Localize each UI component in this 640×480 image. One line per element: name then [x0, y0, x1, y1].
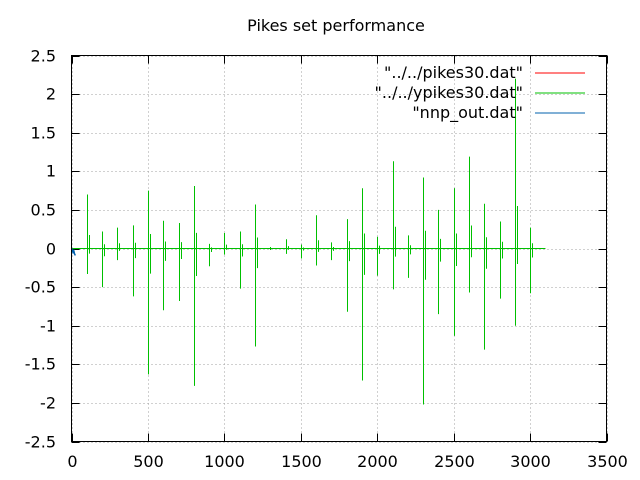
x-tick-label: 1000 — [204, 452, 245, 471]
y-tick-label: -1.5 — [25, 355, 56, 374]
series-2 — [70, 248, 76, 256]
legend-label: "../../pikes30.dat" — [384, 63, 523, 82]
series-1 — [71, 78, 546, 405]
y-tick-label: 1 — [46, 162, 56, 181]
y-tick-label: -0.5 — [25, 278, 56, 297]
y-tick-label: -2.5 — [25, 433, 56, 452]
y-tick-label: -2 — [40, 394, 56, 413]
y-tick-label: 2.5 — [31, 47, 56, 66]
y-tick-label: 0.5 — [31, 201, 56, 220]
legend: "../../pikes30.dat""../../ypikes30.dat""… — [375, 63, 585, 123]
axis-ticks — [71, 55, 608, 443]
x-tick-label: 3500 — [587, 452, 628, 471]
x-tick-label: 0 — [67, 452, 77, 471]
series-line — [70, 248, 76, 256]
y-tick-label: 2 — [46, 85, 56, 104]
y-tick-label: 1.5 — [31, 124, 56, 143]
x-tick-label: 2500 — [434, 452, 475, 471]
legend-label: "nnp_out.dat" — [412, 103, 523, 123]
x-tick-label: 2000 — [357, 452, 398, 471]
x-tick-label: 1500 — [281, 452, 322, 471]
x-tick-label: 500 — [133, 452, 164, 471]
y-tick-label: 0 — [46, 240, 56, 259]
chart-title: Pikes set performance — [247, 16, 425, 35]
y-axis-tick-labels: 2.5 2 1.5 1 0.5 0 -0.5 -1 -1.5 -2 -2.5 — [25, 47, 56, 452]
x-axis-tick-labels: 0 500 1000 1500 2000 2500 3000 3500 — [67, 452, 627, 471]
plot-series — [70, 78, 546, 405]
y-tick-label: -1 — [40, 317, 56, 336]
legend-label: "../../ypikes30.dat" — [375, 83, 523, 102]
plot-frame — [71, 55, 607, 442]
x-tick-label: 3000 — [510, 452, 551, 471]
